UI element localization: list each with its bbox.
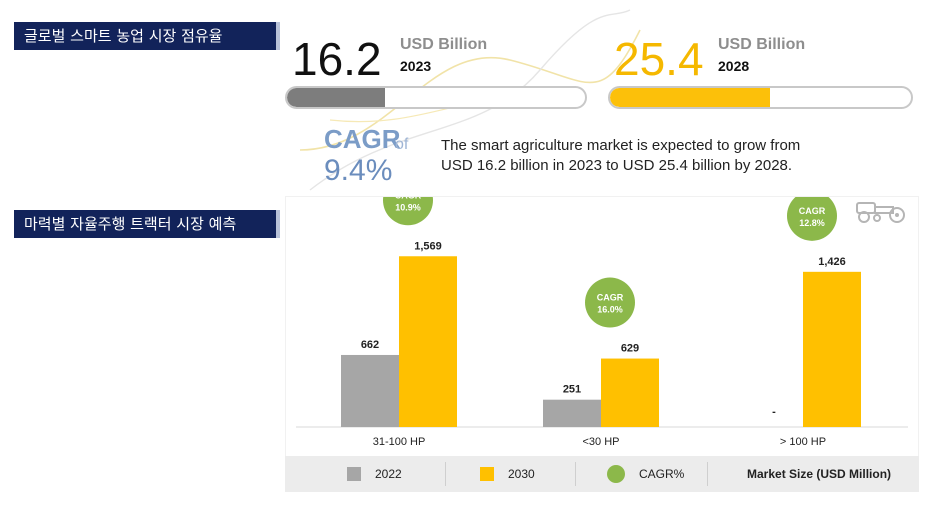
data-label-2022-1: 251 <box>563 384 581 396</box>
cagr-bubble-label-1: CAGR <box>597 293 624 303</box>
bar-2030-2 <box>803 271 861 427</box>
forecast-value: 25.4 <box>614 33 704 85</box>
tick-label-0: 31-100 HP <box>373 436 426 448</box>
legend-label-2030: 2030 <box>508 467 535 481</box>
legend-item-2030: 2030 <box>480 456 535 492</box>
legend-label-market-size: Market Size (USD Million) <box>747 467 892 481</box>
cagr-bubble-0 <box>383 197 433 226</box>
chart-panel: 662 1,569 31-100 HP CAGR 10.9% 251 629 <30 HP CA… <box>285 196 919 492</box>
bar-2022-0 <box>341 354 399 427</box>
cagr-bubble-label-0: CAGR <box>395 197 422 200</box>
legend-swatch-2030 <box>480 467 494 481</box>
bar-2030-0 <box>399 256 457 427</box>
cagr-bubble-value-2: 12.8% <box>799 218 825 228</box>
legend-swatch-2022 <box>347 467 361 481</box>
legend-divider <box>575 462 576 486</box>
legend-divider <box>707 462 708 486</box>
bar-2030-1 <box>601 358 659 427</box>
forecast-progress-fill <box>610 88 770 107</box>
tick-label-1: <30 HP <box>583 436 620 448</box>
current-progress-fill <box>287 88 386 107</box>
current-year: 2023 <box>400 58 432 74</box>
forecast-unit: USD Billion <box>718 36 806 53</box>
legend-item-2022: 2022 <box>347 456 402 492</box>
legend-item-market-size: Market Size (USD Million) <box>747 456 891 492</box>
cagr-bubble-1 <box>585 277 635 328</box>
legend-item-cagr: CAGR% <box>607 456 684 492</box>
market-share-tag: 글로벌 스마트 농업 시장 점유율 <box>14 22 280 50</box>
cagr-value: 9.4% <box>324 154 393 187</box>
cagr-bubble-label-2: CAGR <box>799 206 826 216</box>
forecast-progress-bar <box>608 86 913 109</box>
cagr-of: of <box>395 136 409 153</box>
cagr-bubble-value-0: 10.9% <box>395 202 421 212</box>
legend-divider <box>445 462 446 486</box>
data-label-2030-1: 629 <box>621 343 639 355</box>
data-label-2030-2: 1,426 <box>818 256 846 268</box>
tick-label-2: > 100 HP <box>780 436 826 448</box>
cagr-bubble-2 <box>787 197 837 241</box>
forecast-year: 2028 <box>718 58 750 74</box>
cagr-bubble-value-1: 16.0% <box>597 305 623 315</box>
current-value: 16.2 <box>292 33 382 85</box>
bar-2022-1 <box>543 399 601 427</box>
tractor-icon <box>856 202 905 223</box>
bar-chart: 662 1,569 31-100 HP CAGR 10.9% 251 629 <30 HP CA… <box>296 197 908 448</box>
data-label-2030-0: 1,569 <box>414 240 442 252</box>
cagr-label: CAGR <box>324 124 401 154</box>
current-progress-bar <box>285 86 587 109</box>
data-label-2022-2: - <box>772 406 776 418</box>
current-unit: USD Billion <box>400 36 488 53</box>
forecast-tag: 마력별 자율주행 트랙터 시장 예측 <box>14 210 280 238</box>
legend-label-cagr: CAGR% <box>639 467 685 481</box>
chart-legend: 2022 2030 CAGR% Market Size (USD Million… <box>285 456 919 492</box>
cagr-description-line1: The smart agriculture market is expected… <box>441 137 801 154</box>
cagr-description-line2: USD 16.2 billion in 2023 to USD 25.4 bil… <box>441 157 793 174</box>
legend-label-2022: 2022 <box>375 467 402 481</box>
data-label-2022-0: 662 <box>361 339 379 351</box>
legend-swatch-cagr <box>607 465 625 483</box>
